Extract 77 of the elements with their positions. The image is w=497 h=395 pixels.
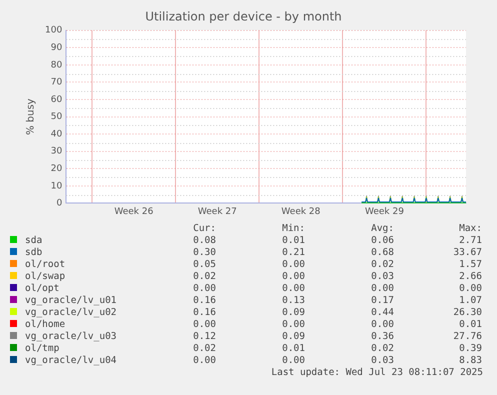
y-tick-label: 30 <box>50 146 62 157</box>
text: 0.00 <box>281 355 305 367</box>
text: 0.00 <box>281 271 305 283</box>
text: 33.67 <box>452 247 482 259</box>
text: 0.00 <box>370 283 394 295</box>
y-tick-label: 40 <box>50 129 62 140</box>
text: 0.00 <box>192 355 216 367</box>
x-tick-label: Week 28 <box>281 206 321 217</box>
legend-label: ol/opt <box>24 283 60 295</box>
y-axis-title: % busy <box>26 98 37 136</box>
text: 27.76 <box>452 331 482 343</box>
legend-label: sda <box>24 235 44 247</box>
text: 0.00 <box>192 319 216 331</box>
y-tick-label: 60 <box>50 94 62 105</box>
text: 0.44 <box>370 307 394 319</box>
text: 0.00 <box>458 283 482 295</box>
text: Avg: <box>370 223 394 235</box>
y-tick-label: 50 <box>50 112 62 122</box>
text: 0.02 <box>192 343 216 355</box>
legend-label: ol/tmp <box>24 343 60 355</box>
text: 0.01 <box>281 343 305 355</box>
text: 1.57 <box>458 259 482 271</box>
text: Last update: Wed Jul 23 08:11:07 2025 <box>271 367 483 378</box>
legend-label: ol/home <box>24 319 66 331</box>
x-tick-label: Week 27 <box>198 206 237 217</box>
y-tick-label: 0 <box>56 198 62 209</box>
text: 0.00 <box>192 283 216 295</box>
text: 0.02 <box>370 259 394 271</box>
legend-label: ol/swap <box>24 271 66 283</box>
text: 0.00 <box>370 319 394 331</box>
y-tick-label: 90 <box>50 43 62 54</box>
text: 0.17 <box>370 295 394 307</box>
legend-label: vg_oracle/lv_u04 <box>24 355 118 367</box>
text: 0.21 <box>281 247 305 259</box>
text: 0.00 <box>281 259 305 271</box>
text: 1.07 <box>458 295 482 307</box>
text: 2.66 <box>458 271 482 283</box>
y-tick-label: 70 <box>50 78 62 88</box>
x-tick-label: Week 26 <box>114 206 154 217</box>
text: 0.06 <box>370 235 394 247</box>
text: Max: <box>458 223 482 235</box>
text: 0.30 <box>192 247 216 259</box>
text: 0.02 <box>370 343 394 355</box>
text: 0.16 <box>192 295 216 307</box>
text: 0.68 <box>370 247 394 259</box>
text: 26.30 <box>452 307 482 319</box>
legend-label: vg_oracle/lv_u02 <box>24 307 118 319</box>
text: 0.08 <box>192 235 216 247</box>
legend-label: vg_oracle/lv_u03 <box>24 331 118 343</box>
text: 0.03 <box>370 271 394 283</box>
text: 0.01 <box>458 319 482 331</box>
y-tick-label: 80 <box>50 60 62 70</box>
text: 0.00 <box>281 319 305 331</box>
text: 0.13 <box>281 295 305 307</box>
x-tick-label: Week 29 <box>364 206 404 217</box>
legend-label: ol/root <box>24 259 66 271</box>
text: 2.71 <box>458 235 482 247</box>
legend-label: sdb <box>24 247 44 259</box>
text: 8.83 <box>458 355 482 367</box>
chart-title: Utilization per device - by month <box>145 9 342 24</box>
y-tick-label: 10 <box>50 181 62 192</box>
y-tick-label: 20 <box>50 164 62 174</box>
text: 0.09 <box>281 331 305 343</box>
text: 0.03 <box>370 355 394 367</box>
y-tick-label: 100 <box>44 26 62 36</box>
text: 0.39 <box>458 343 482 355</box>
text: 0.05 <box>192 259 216 271</box>
text: 0.00 <box>281 283 305 295</box>
text: 0.01 <box>281 235 305 247</box>
text: 0.09 <box>281 307 305 319</box>
text: Min: <box>281 223 305 235</box>
text: 0.16 <box>192 307 216 319</box>
text: 0.36 <box>370 331 394 343</box>
text: Cur: <box>192 223 216 235</box>
text: 0.02 <box>192 271 216 283</box>
legend-label: vg_oracle/lv_u01 <box>24 295 118 307</box>
text: 0.12 <box>192 331 216 343</box>
